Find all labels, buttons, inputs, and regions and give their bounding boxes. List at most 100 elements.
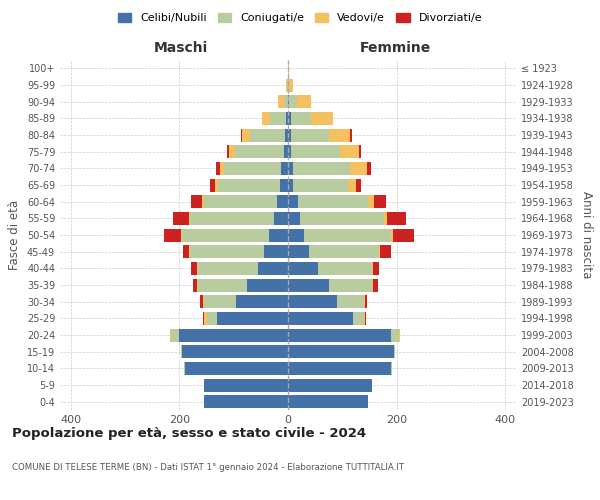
Bar [379,245,380,258]
Bar [191,195,202,208]
Bar [236,295,288,308]
Bar [365,312,366,325]
Bar [372,262,373,275]
Bar [372,278,373,291]
Bar [291,145,340,158]
Bar [280,178,288,192]
Bar [170,328,171,342]
Bar [204,395,288,408]
Bar [269,228,288,241]
Bar [308,245,379,258]
Bar [287,78,288,92]
Bar [286,78,287,92]
Bar [182,228,269,241]
Bar [288,278,329,291]
Bar [291,112,311,125]
Bar [285,128,288,141]
Bar [288,162,293,175]
Bar [224,162,281,175]
Bar [340,145,359,158]
Bar [284,145,288,158]
Bar [289,78,293,92]
Bar [220,162,224,175]
Bar [242,128,250,141]
Bar [277,195,288,208]
Bar [329,278,372,291]
Bar [181,228,182,241]
Bar [235,145,284,158]
Bar [241,128,242,141]
Bar [164,228,181,241]
Bar [250,128,285,141]
Bar [337,295,364,308]
Bar [288,245,308,258]
Bar [288,195,298,208]
Y-axis label: Anni di nascita: Anni di nascita [580,192,593,278]
Bar [191,262,197,275]
Bar [288,362,391,375]
Bar [300,212,384,225]
Bar [288,378,372,392]
Bar [293,178,348,192]
Bar [373,278,377,291]
Bar [182,345,288,358]
Bar [247,278,288,291]
Bar [288,228,304,241]
Bar [171,328,179,342]
Bar [189,245,190,258]
Bar [365,295,367,308]
Bar [288,178,293,192]
Bar [184,362,185,375]
Bar [329,128,350,141]
Bar [203,312,204,325]
Bar [197,262,199,275]
Bar [216,162,220,175]
Bar [181,345,182,358]
Bar [288,262,318,275]
Bar [190,212,274,225]
Bar [288,212,300,225]
Bar [288,128,291,141]
Bar [353,312,364,325]
Bar [288,95,289,108]
Bar [199,278,247,291]
Bar [258,262,288,275]
Bar [380,245,391,258]
Bar [227,145,229,158]
Bar [297,95,311,108]
Bar [391,362,392,375]
Bar [206,312,217,325]
Bar [399,328,400,342]
Bar [311,112,333,125]
Bar [185,362,288,375]
Bar [288,328,391,342]
Y-axis label: Fasce di età: Fasce di età [8,200,21,270]
Bar [288,145,291,158]
Bar [281,162,288,175]
Bar [318,262,372,275]
Bar [203,295,204,308]
Bar [288,312,353,325]
Bar [368,195,374,208]
Bar [286,112,288,125]
Bar [391,328,399,342]
Bar [284,95,288,108]
Bar [356,178,361,192]
Bar [298,195,368,208]
Bar [359,145,361,158]
Bar [288,395,368,408]
Bar [188,212,190,225]
Bar [288,295,337,308]
Bar [288,345,394,358]
Legend: Celibi/Nubili, Coniugati/e, Vedovi/e, Divorziati/e: Celibi/Nubili, Coniugati/e, Vedovi/e, Di… [113,8,487,28]
Bar [367,162,371,175]
Bar [204,195,277,208]
Text: Popolazione per età, sesso e stato civile - 2024: Popolazione per età, sesso e stato civil… [12,428,366,440]
Bar [364,312,365,325]
Bar [348,178,356,192]
Bar [289,95,297,108]
Bar [190,245,263,258]
Bar [393,228,415,241]
Bar [291,128,329,141]
Bar [210,178,215,192]
